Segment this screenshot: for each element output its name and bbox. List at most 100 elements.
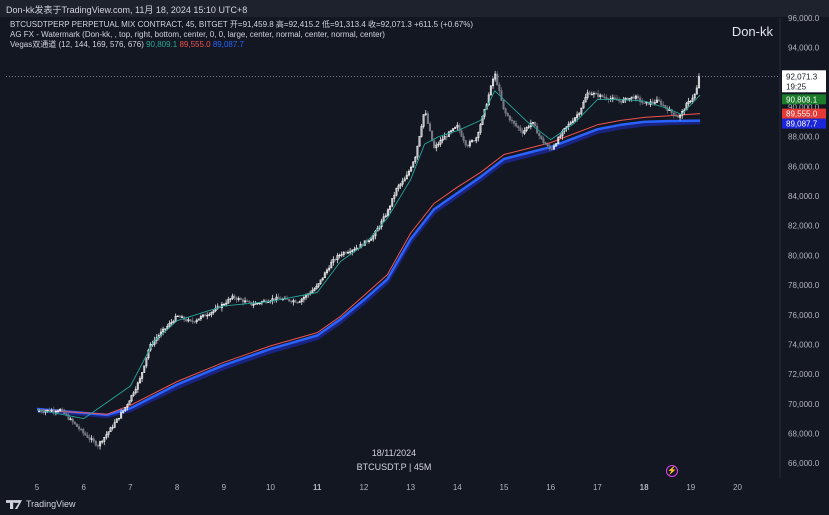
indicator-price-label: 89,087.7: [786, 120, 818, 129]
indicator-price-label-bg: [782, 118, 826, 129]
candle-body: [525, 127, 528, 131]
candle-body: [178, 315, 181, 318]
candle-body: [325, 269, 329, 274]
candle-body: [42, 411, 45, 413]
tradingview-brand: TradingView: [26, 499, 76, 509]
candle-body: [477, 132, 480, 139]
candle-body: [557, 137, 560, 144]
candle-body: [576, 114, 579, 119]
x-tick-label: 14: [453, 483, 462, 492]
candle-body: [311, 290, 314, 294]
candle-body: [69, 418, 72, 420]
candle-body: [54, 411, 57, 413]
candle-body: [468, 141, 471, 147]
candle-body: [134, 388, 137, 394]
candle-body: [353, 249, 356, 251]
candle-body: [292, 300, 295, 303]
candle-body: [449, 130, 453, 133]
tradingview-logo[interactable]: TradingView: [6, 499, 76, 510]
candle-body: [111, 427, 114, 429]
candle-body: [651, 101, 654, 103]
candle-body: [521, 130, 524, 134]
candle-body: [80, 428, 83, 431]
candle-body: [164, 328, 167, 330]
candle-body: [330, 261, 333, 269]
candle-body: [601, 94, 604, 98]
candle-body: [624, 97, 627, 100]
candle-body: [206, 314, 209, 317]
candle-body: [502, 100, 505, 109]
candle-body: [672, 112, 675, 116]
candle-body: [395, 188, 398, 196]
candle-body: [382, 216, 385, 222]
candle-body: [462, 136, 465, 141]
candle-body: [523, 130, 526, 134]
candle-body: [515, 123, 518, 127]
x-tick-label: 8: [175, 483, 180, 492]
candle-body: [456, 124, 459, 128]
ema144-line: [36, 113, 701, 415]
candle-body: [241, 299, 244, 303]
candle-body: [189, 319, 192, 322]
x-tick-label: 10: [266, 483, 275, 492]
candle-body: [538, 132, 541, 137]
candle-body: [77, 426, 81, 430]
candle-body: [548, 145, 551, 150]
candle-body: [504, 108, 507, 114]
indicator-price-label-bg: [782, 94, 826, 105]
candle-body: [346, 252, 350, 254]
candle-body: [584, 97, 587, 103]
y-tick-label: 76,000.0: [788, 311, 820, 320]
symbol-ohlc-line[interactable]: BTCUSDTPERP PERPETUAL MIX CONTRACT, 45, …: [10, 20, 474, 29]
candle-body: [143, 365, 146, 373]
candle-body: [508, 115, 511, 121]
candle-body: [199, 316, 202, 320]
candle-body: [544, 142, 547, 145]
candle-body: [372, 235, 375, 240]
candle-body: [393, 194, 396, 199]
x-tick-label: 7: [128, 483, 133, 492]
candle-body: [540, 135, 543, 140]
tradingview-logo-icon: [6, 500, 22, 510]
candle-body: [172, 321, 175, 323]
watermark-indicator-line[interactable]: AG FX - Watermark (Don-kk, , top, right,…: [10, 30, 385, 39]
x-tick-label: 15: [500, 483, 509, 492]
candle-body: [96, 445, 99, 447]
candle-body: [639, 97, 642, 102]
ema169-line: [36, 119, 701, 417]
candle-body: [643, 102, 646, 104]
candle-body: [410, 166, 413, 172]
candle-body: [231, 295, 234, 299]
attribution-text: Don-kk发表于TradingView.com, 11月 18, 2024 1…: [6, 5, 248, 15]
vegas-indicator-line[interactable]: Vegas双通道 (12, 144, 169, 576, 676) 90,809…: [10, 40, 473, 50]
candle-body: [498, 84, 501, 92]
candle-body: [113, 422, 116, 428]
y-tick-label: 96,000.0: [788, 14, 820, 23]
candle-body: [168, 323, 171, 327]
candle-body: [370, 238, 373, 241]
candle-body: [275, 296, 278, 300]
candle-body: [618, 99, 621, 102]
candle-body: [122, 410, 125, 413]
candle-body: [166, 325, 169, 330]
candle-body: [145, 357, 148, 367]
candle-body: [117, 417, 121, 420]
candle-body: [695, 87, 698, 95]
candle-body: [582, 101, 585, 109]
candle-body: [592, 93, 595, 95]
candle-body: [567, 123, 570, 127]
candle-body: [355, 247, 358, 250]
lightning-icon[interactable]: ⚡: [666, 465, 678, 477]
candle-body: [109, 427, 112, 433]
candle-body: [334, 259, 337, 261]
y-tick-label: 82,000.0: [788, 222, 820, 231]
candle-body: [63, 409, 66, 414]
candle-body: [594, 93, 598, 95]
candle-body: [422, 114, 425, 127]
candle-body: [613, 97, 616, 99]
candle-body: [691, 97, 694, 102]
y-tick-label: 90,000.0: [788, 103, 820, 112]
y-tick-label: 94,000.0: [788, 44, 820, 53]
candle-body: [342, 252, 345, 255]
